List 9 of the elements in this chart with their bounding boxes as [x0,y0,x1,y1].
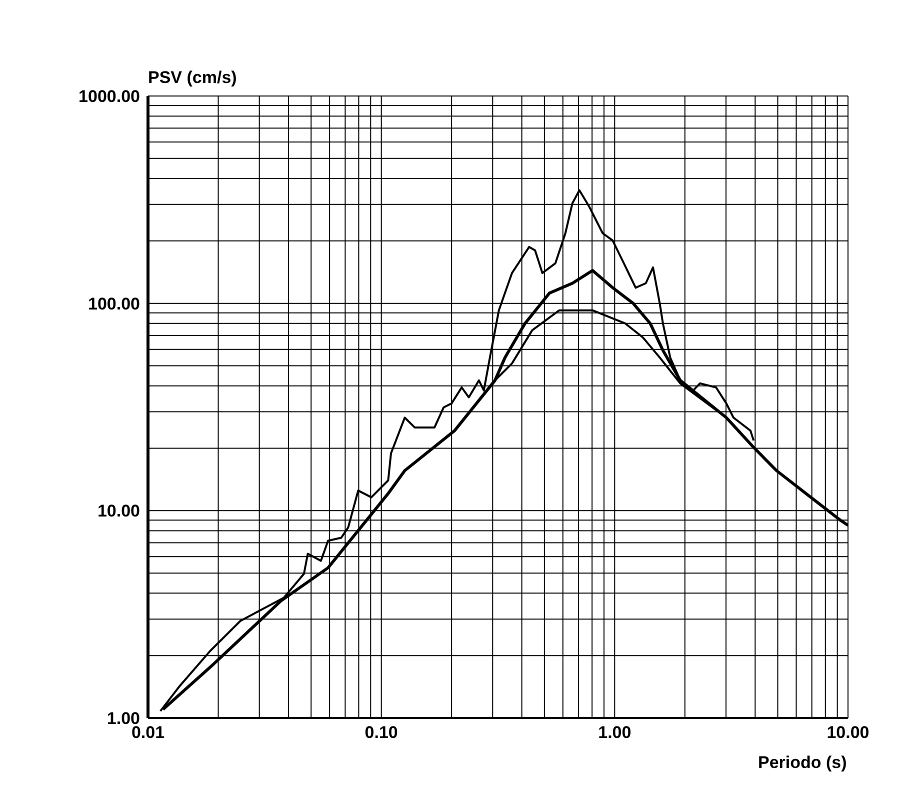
y-tick-label: 1000.00 [78,87,140,106]
y-tick-label: 100.00 [88,294,140,314]
x-tick-label: 10.00 [826,723,870,742]
x-tick-label: 0.10 [364,723,398,742]
y-axis-title: PSV (cm/s) [148,68,237,88]
y-tick-label: 10.00 [97,502,140,521]
x-tick-label: 1.00 [598,723,632,742]
x-axis-title: Periodo (s) [758,753,847,773]
x-tick-label: 0.01 [131,723,165,742]
